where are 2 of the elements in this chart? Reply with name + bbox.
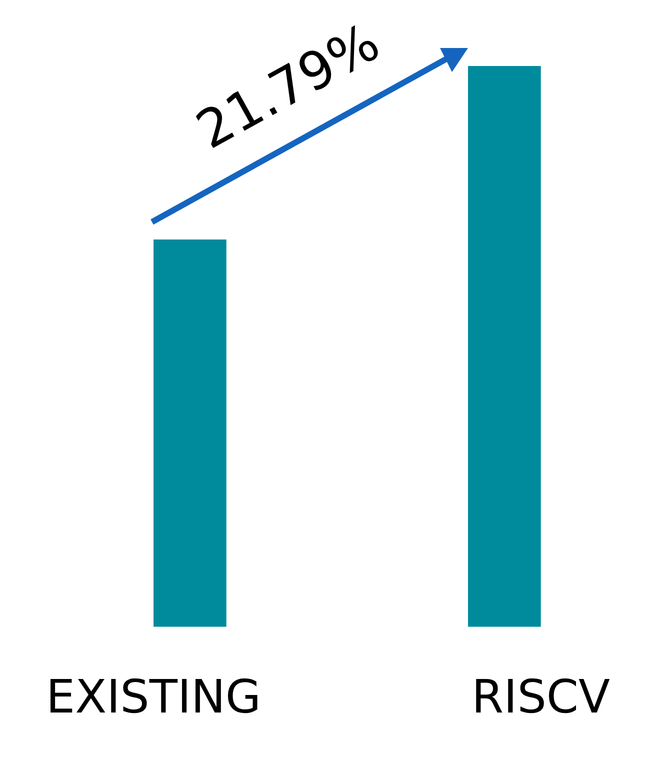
x-tick-label: EXISTING <box>46 669 262 724</box>
x-tick-label: RISCV <box>472 669 611 724</box>
